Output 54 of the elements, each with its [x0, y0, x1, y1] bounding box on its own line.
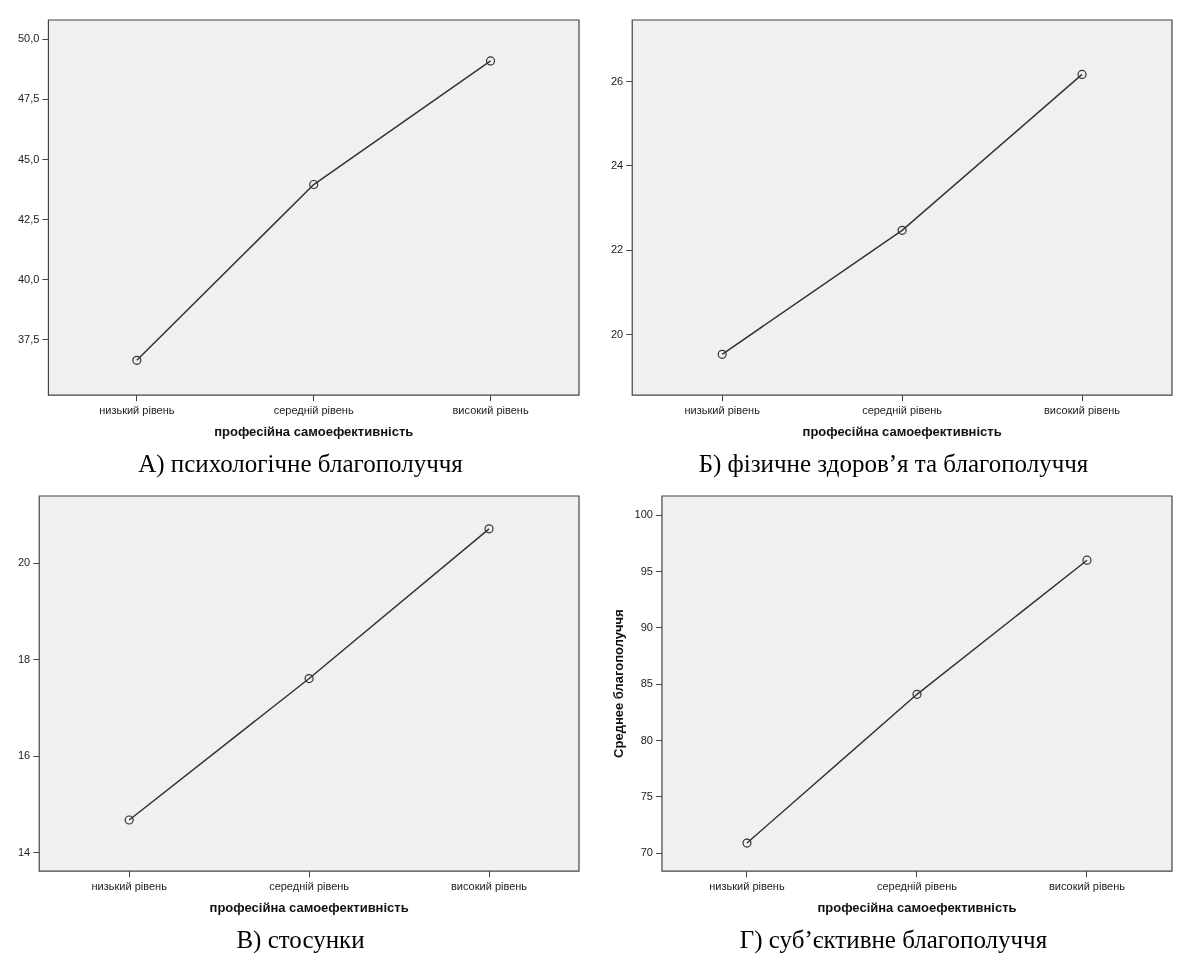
y-tick-label: 47,5 [17, 92, 39, 105]
y-tick-label: 16 [17, 749, 30, 762]
y-tick-label: 20 [17, 556, 30, 569]
x-tick-label: високий рівень [1048, 879, 1125, 892]
x-tick-label: високий рівень [452, 403, 529, 416]
y-tick-label: 80 [640, 733, 653, 746]
x-axis-title: професійна самоефективність [816, 899, 1017, 915]
x-tick-label: середній рівень [861, 403, 942, 416]
x-tick-label: середній рівень [273, 403, 354, 416]
x-tick-label: низький рівень [91, 879, 167, 892]
x-axis-title: професійна самоефективність [209, 899, 409, 915]
x-tick-label: середній рівень [268, 879, 349, 892]
point [483, 524, 494, 534]
x-tick-label: низький рівень [98, 403, 175, 416]
y-tick-label: 20 [610, 327, 623, 340]
y-tick-label: 85 [640, 677, 653, 690]
point [304, 673, 314, 684]
x-tick-label: середній рівень [876, 879, 957, 892]
y-tick-label: 18 [17, 652, 30, 665]
text: А) психологічне благополуччя [138, 449, 463, 480]
x-tick-label: низький рівень [684, 403, 760, 416]
y-tick-label: 100 [634, 508, 653, 521]
point [1076, 69, 1087, 79]
y-tick-label: 37,5 [17, 332, 39, 345]
point [308, 179, 318, 190]
point [897, 225, 907, 235]
text: Г) суб’єктивне благополуччя [739, 925, 1048, 956]
y-tick-label: 50,0 [17, 32, 39, 45]
y-axis-title: Среднее благополуччя [610, 609, 626, 758]
y-tick-label: 42,5 [17, 212, 39, 225]
text: Б) фізичне здоров’я та благополуччя [698, 449, 1089, 479]
y-tick-label: 75 [640, 789, 653, 802]
y-tick-label: 26 [610, 74, 623, 87]
point [741, 838, 752, 848]
x-tick-label: високий рівень [450, 879, 527, 892]
x-axis-title: професійна самоефективність [213, 423, 413, 439]
x-axis-title: професійна самоефективність [802, 423, 1002, 439]
y-tick-label: 70 [640, 846, 653, 859]
point [911, 689, 922, 699]
point [1081, 555, 1092, 565]
y-tick-label: 95 [640, 564, 653, 577]
x-tick-label: високий рівень [1043, 403, 1120, 416]
point [131, 355, 141, 365]
y-tick-label: 22 [610, 243, 623, 256]
text: В) стосунки [236, 925, 365, 955]
y-tick-label: 90 [640, 620, 653, 633]
point [717, 349, 727, 359]
point [485, 56, 495, 66]
y-tick-label: 24 [610, 158, 623, 171]
point [124, 815, 134, 825]
y-tick-label: 14 [17, 845, 30, 858]
y-tick-label: 40,0 [17, 272, 39, 285]
x-tick-label: низький рівень [708, 879, 785, 892]
y-tick-label: 45,0 [17, 152, 39, 165]
